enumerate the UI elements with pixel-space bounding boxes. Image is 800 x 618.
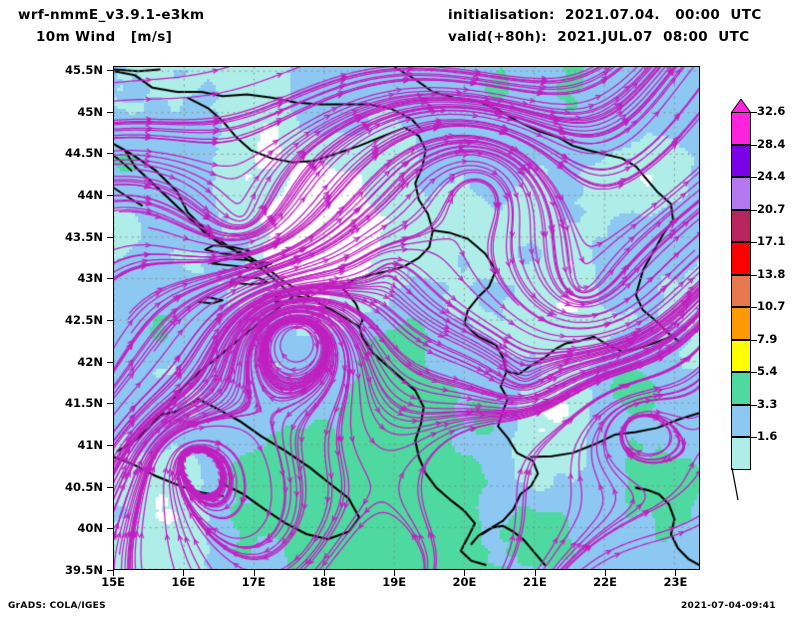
x-axis-label: 18E bbox=[311, 575, 336, 589]
colorbar-band bbox=[731, 242, 751, 275]
x-axis-label: 23E bbox=[663, 575, 688, 589]
colorbar-tick bbox=[751, 437, 757, 439]
x-axis-tick bbox=[605, 570, 607, 576]
y-axis-label: 45.5N bbox=[65, 63, 103, 78]
colorbar-band bbox=[731, 372, 751, 405]
render-timestamp: 2021-07-04-09:41 bbox=[681, 601, 776, 611]
x-axis-label: 15E bbox=[101, 575, 125, 589]
colorbar-band bbox=[731, 274, 751, 308]
y-axis-tick bbox=[107, 528, 113, 530]
colorbar bbox=[731, 112, 751, 470]
y-axis-tick bbox=[107, 403, 113, 405]
x-axis-tick bbox=[183, 570, 185, 576]
x-axis-label: 19E bbox=[382, 575, 407, 589]
x-axis-label: 17E bbox=[241, 575, 266, 589]
colorbar-tick-label: 5.4 bbox=[757, 364, 778, 379]
valid-time: valid(+80h): 2021.JUL.07 08:00 UTC bbox=[448, 29, 750, 45]
colorbar-tick-label: 13.8 bbox=[757, 266, 786, 281]
field-title: 10m Wind [m/s] bbox=[36, 29, 173, 45]
y-axis-tick bbox=[107, 486, 113, 488]
x-axis-tick bbox=[464, 570, 466, 576]
colorbar-tick-label: 20.7 bbox=[757, 201, 786, 216]
y-axis-label: 42.5N bbox=[65, 313, 103, 328]
y-axis-tick bbox=[107, 570, 113, 571]
y-axis-tick bbox=[107, 70, 113, 72]
x-axis-tick bbox=[675, 570, 677, 576]
colorbar-tick bbox=[751, 112, 757, 113]
colorbar-tail bbox=[731, 468, 739, 500]
grads-credit: GrADS: COLA/IGES bbox=[8, 601, 106, 611]
colorbar-tick-label: 1.6 bbox=[757, 429, 778, 444]
colorbar-band bbox=[731, 177, 751, 210]
y-axis-label: 40.5N bbox=[65, 479, 103, 494]
y-axis-tick bbox=[107, 111, 113, 113]
model-title: wrf-nmmE_v3.9.1-e3km bbox=[18, 7, 205, 23]
colorbar-band bbox=[731, 307, 751, 340]
colorbar-band bbox=[731, 437, 751, 470]
y-axis-tick bbox=[107, 361, 113, 363]
colorbar-tick-label: 3.3 bbox=[757, 396, 778, 411]
initialisation-time: initialisation: 2021.07.04. 00:00 UTC bbox=[448, 7, 762, 23]
y-axis-label: 45N bbox=[77, 104, 103, 119]
colorbar-tick-label: 32.6 bbox=[757, 104, 786, 118]
y-axis-label: 41N bbox=[77, 438, 103, 453]
y-axis-label: 43N bbox=[77, 271, 103, 286]
colorbar-tick bbox=[751, 209, 757, 211]
colorbar-band bbox=[731, 209, 751, 243]
colorbar-tick-label: 10.7 bbox=[757, 299, 786, 314]
x-axis-label: 22E bbox=[593, 575, 618, 589]
y-axis-label: 40N bbox=[77, 521, 103, 536]
colorbar-tick-label: 7.9 bbox=[757, 331, 778, 346]
colorbar-tick bbox=[751, 177, 757, 179]
colorbar-tick-label: 24.4 bbox=[757, 169, 786, 184]
colorbar-tick bbox=[751, 372, 757, 374]
y-axis-label: 39.5N bbox=[65, 563, 103, 577]
y-axis-label: 43.5N bbox=[65, 229, 103, 244]
y-axis-label: 44.5N bbox=[65, 146, 103, 161]
x-axis-tick bbox=[253, 570, 255, 576]
x-axis-label: 16E bbox=[171, 575, 196, 589]
x-axis-label: 21E bbox=[522, 575, 547, 589]
colorbar-tick bbox=[751, 144, 757, 146]
y-axis-tick bbox=[107, 278, 113, 280]
colorbar-band bbox=[731, 112, 751, 145]
y-axis-tick bbox=[107, 236, 113, 238]
colorbar-tick bbox=[751, 307, 757, 309]
x-axis-tick bbox=[323, 570, 325, 576]
y-axis-tick bbox=[107, 195, 113, 197]
colorbar-band bbox=[731, 339, 751, 373]
y-axis-tick bbox=[107, 445, 113, 447]
colorbar-tick bbox=[751, 242, 757, 244]
colorbar-tick-label: 28.4 bbox=[757, 136, 786, 151]
wind-field-canvas bbox=[114, 67, 699, 569]
y-axis-tick bbox=[107, 320, 113, 322]
y-axis-label: 42N bbox=[77, 354, 103, 369]
x-axis-tick bbox=[394, 570, 396, 576]
colorbar-band bbox=[731, 144, 751, 178]
colorbar-tick-label: 17.1 bbox=[757, 234, 786, 249]
colorbar-tick bbox=[751, 404, 757, 406]
x-axis-tick bbox=[113, 570, 114, 576]
colorbar-tick bbox=[751, 274, 757, 276]
y-axis-tick bbox=[107, 153, 113, 155]
map-plot-area bbox=[113, 66, 700, 570]
x-axis-label: 20E bbox=[452, 575, 477, 589]
y-axis-label: 41.5N bbox=[65, 396, 103, 411]
colorbar-top-arrow bbox=[731, 99, 751, 113]
colorbar-tick bbox=[751, 339, 757, 341]
y-axis-label: 44N bbox=[77, 188, 103, 203]
colorbar-band bbox=[731, 404, 751, 438]
x-axis-tick bbox=[534, 570, 536, 576]
